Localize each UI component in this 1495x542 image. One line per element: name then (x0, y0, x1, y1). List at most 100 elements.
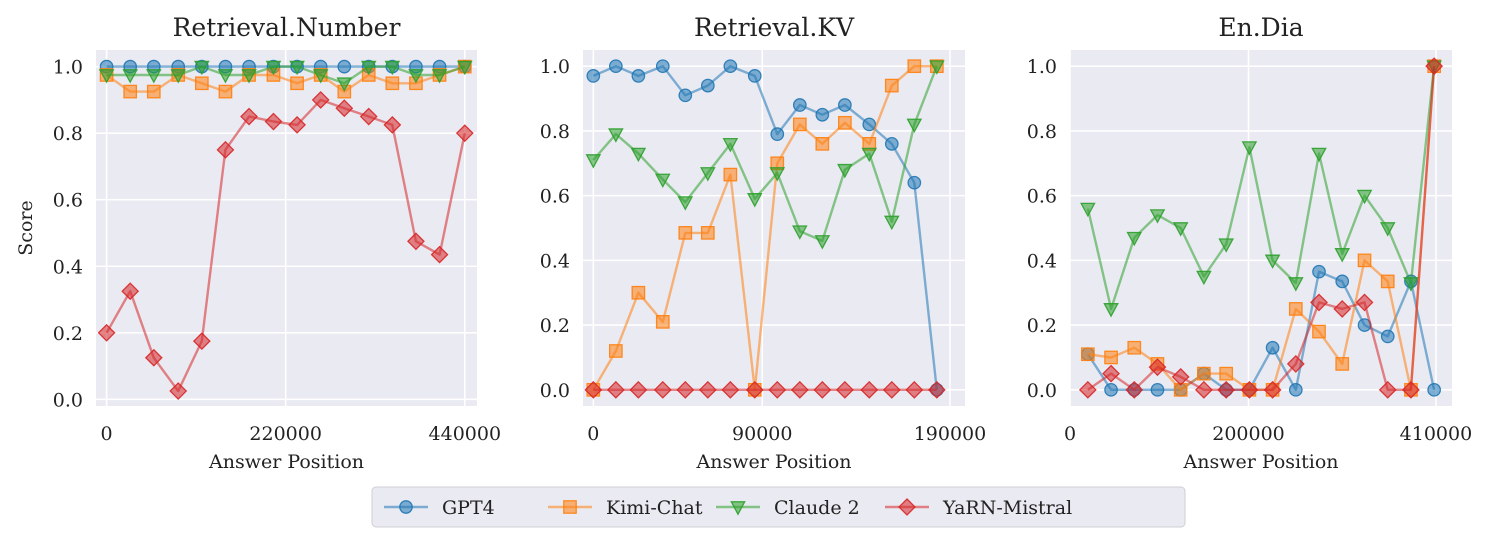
legend-marker (898, 498, 916, 516)
data-point (678, 226, 693, 240)
y-tick-label: 0.2 (540, 315, 570, 337)
data-point (384, 60, 401, 76)
data-point (769, 167, 786, 182)
data-point (1355, 293, 1374, 312)
data-point (1171, 367, 1190, 386)
x-axis-label: Answer Position (208, 451, 364, 473)
data-point (586, 69, 601, 83)
data-point (815, 137, 830, 151)
data-point (1335, 274, 1350, 289)
data-point (835, 380, 854, 399)
data-point (884, 137, 899, 151)
data-point (884, 215, 900, 231)
plot-area (1070, 50, 1452, 406)
series-claude-2 (585, 60, 945, 250)
data-point (1310, 293, 1328, 312)
x-tick-label: 0 (101, 423, 113, 445)
series-yarn-mistral (1078, 57, 1444, 399)
data-point (1149, 209, 1166, 224)
legend-entry-kimi-chat: Kimi-Chat (548, 497, 703, 519)
data-point (170, 69, 187, 84)
data-point (1378, 380, 1397, 399)
series-line (105, 65, 466, 93)
legend-label: Kimi-Chat (606, 497, 703, 519)
data-point (336, 77, 353, 92)
data-point (1102, 364, 1120, 383)
series-line (592, 64, 937, 391)
x-tick-label: 220000 (249, 423, 322, 445)
data-point (813, 380, 832, 399)
data-point (1286, 355, 1305, 373)
y-tick-label: 0.0 (53, 389, 83, 411)
legend-label: Claude 2 (774, 497, 860, 519)
legend-marker (730, 501, 746, 516)
data-point (264, 112, 283, 131)
data-point (216, 140, 235, 159)
x-axis-label: Answer Position (695, 451, 851, 473)
data-point (1402, 380, 1420, 399)
data-point (144, 348, 163, 367)
data-point (456, 60, 473, 76)
y-axis-label: Score (15, 200, 37, 255)
data-point (408, 69, 424, 84)
x-tick-label: 90000 (732, 423, 792, 445)
data-point (288, 115, 307, 134)
data-point (1194, 380, 1213, 399)
legend-label: GPT4 (442, 497, 495, 519)
plot-area (583, 50, 965, 406)
y-tick-label: 1.0 (1027, 56, 1057, 78)
legend-entry-gpt4: GPT4 (384, 497, 495, 519)
y-tick-label: 0.4 (53, 256, 83, 278)
y-tick-label: 0.2 (1027, 315, 1057, 337)
data-point (631, 69, 646, 83)
data-point (884, 78, 899, 93)
data-point (929, 60, 945, 75)
y-tick-label: 1.0 (53, 57, 83, 79)
data-point (631, 285, 646, 300)
data-point (1288, 382, 1303, 397)
data-point (700, 226, 715, 240)
data-point (1197, 366, 1211, 381)
y-tick-label: 1.0 (540, 56, 570, 78)
data-point (1172, 222, 1189, 237)
data-point (123, 84, 138, 99)
data-point (1380, 329, 1395, 344)
data-point (146, 69, 162, 84)
data-point (360, 60, 377, 76)
series-claude-2 (98, 60, 473, 92)
data-point (1127, 340, 1142, 355)
data-point (337, 59, 352, 74)
panel-en-dia: 0.0 0.2 0.4 0.6 0.8 1.0 0 200000 410000 En.Dia Ans… (1027, 13, 1472, 473)
data-point (1126, 231, 1143, 247)
data-point (359, 107, 378, 126)
legend-entry-claude-2: Claude 2 (716, 497, 860, 519)
data-point (1081, 347, 1095, 362)
data-point (700, 78, 715, 93)
legend-marker (563, 500, 577, 514)
series-line (1086, 270, 1436, 391)
data-point (1356, 189, 1373, 205)
data-point (1217, 380, 1236, 399)
series-line (592, 65, 938, 243)
legend-frame (371, 486, 1186, 528)
chart-title: Retrieval.Number (173, 13, 401, 42)
data-point (882, 380, 901, 399)
legend-marker (399, 500, 413, 514)
data-point (698, 380, 717, 399)
data-point (907, 175, 922, 190)
legend-entry-yarn-mistral: YaRN-Mistral (885, 497, 1072, 519)
x-tick-label: 190000 (914, 423, 987, 445)
data-point (1241, 141, 1258, 156)
data-point (383, 115, 402, 134)
data-point (608, 128, 624, 143)
data-point (1150, 382, 1165, 397)
data-point (630, 147, 647, 163)
y-tick-label: 0.4 (1027, 250, 1057, 272)
data-point (290, 76, 304, 91)
data-point (790, 380, 809, 399)
data-point (584, 380, 603, 399)
panel-retrieval-number: 0.0 0.2 0.4 0.6 0.8 1.0 0 220000 440000 Retrieval… (15, 13, 501, 473)
y-tick-label: 0.2 (53, 323, 83, 345)
data-point (1148, 358, 1167, 377)
y-tick-label: 0.0 (540, 380, 570, 402)
